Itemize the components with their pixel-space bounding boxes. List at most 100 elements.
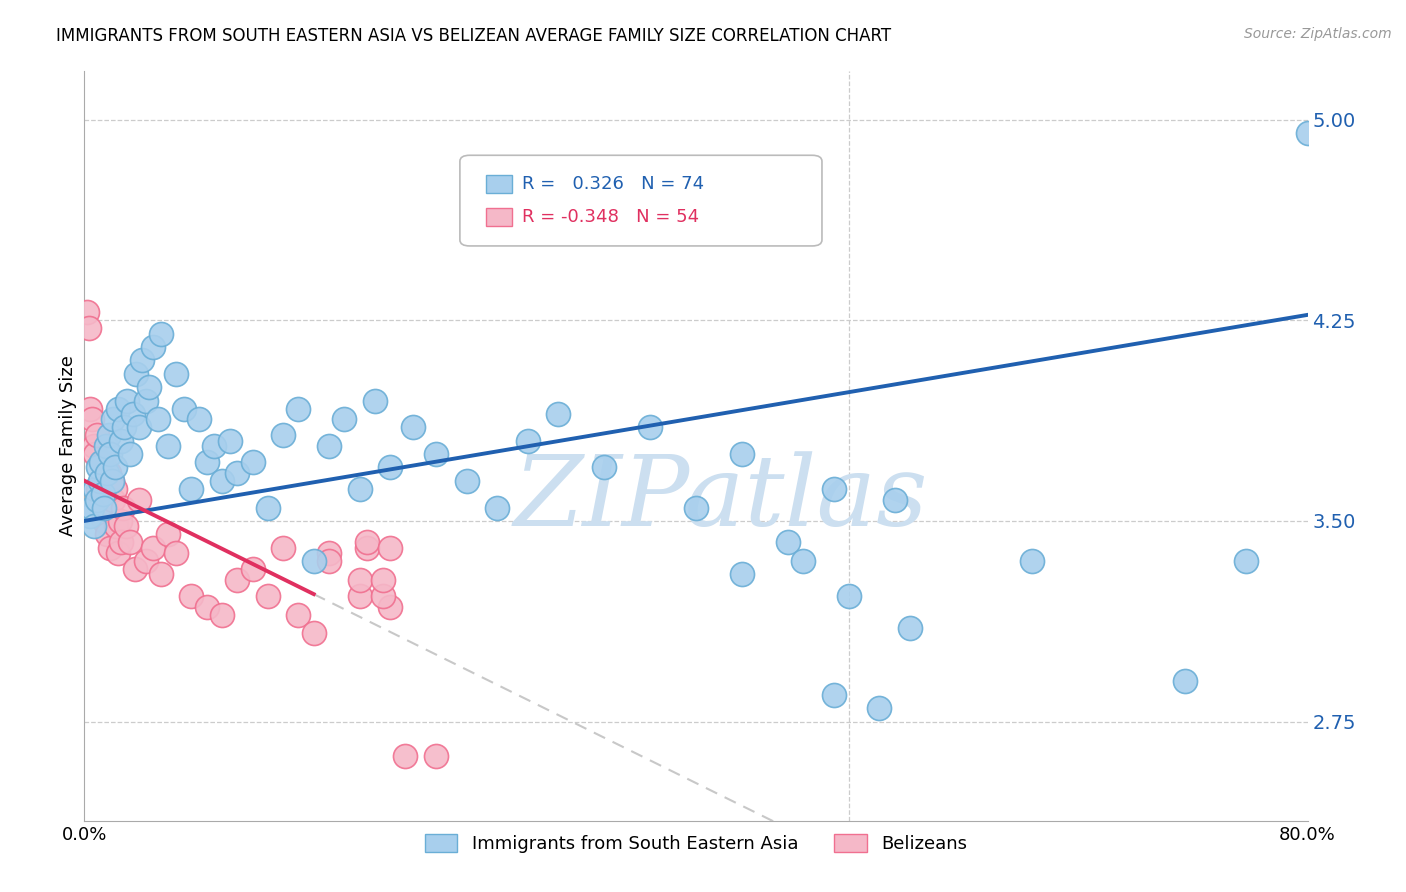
Point	[202, 439, 225, 453]
Point	[188, 412, 211, 426]
Point	[883, 492, 905, 507]
Point	[91, 455, 114, 469]
Point	[318, 439, 340, 453]
Point	[83, 519, 105, 533]
Point	[115, 393, 138, 408]
Point	[124, 562, 146, 576]
Point	[103, 412, 125, 426]
Point	[77, 321, 100, 335]
Point	[1174, 674, 1197, 689]
Point	[242, 562, 264, 576]
Point	[90, 508, 112, 523]
Point	[76, 305, 98, 319]
Point	[146, 412, 169, 426]
Point	[87, 482, 110, 496]
Point	[218, 434, 240, 448]
Point	[173, 401, 195, 416]
Text: R =   0.326   N = 74: R = 0.326 N = 74	[522, 175, 704, 193]
Point	[149, 567, 172, 582]
Point	[97, 428, 120, 442]
Point	[110, 535, 132, 549]
Point	[101, 474, 124, 488]
Point	[80, 412, 103, 426]
Point	[120, 535, 142, 549]
Point	[86, 492, 108, 507]
Point	[96, 527, 118, 541]
Point	[138, 380, 160, 394]
Point	[120, 447, 142, 461]
Point	[195, 455, 218, 469]
Point	[869, 701, 891, 715]
Point	[356, 535, 378, 549]
Point	[1021, 554, 1043, 568]
Point	[425, 749, 447, 764]
Point	[84, 482, 107, 496]
Point	[149, 326, 172, 341]
Point	[371, 573, 394, 587]
Point	[211, 474, 233, 488]
Point	[105, 519, 128, 533]
Point	[731, 447, 754, 461]
Point	[1236, 554, 1258, 568]
Point	[89, 474, 111, 488]
Point	[242, 455, 264, 469]
Point	[271, 541, 294, 555]
Point	[94, 439, 117, 453]
Point	[838, 589, 860, 603]
Point	[96, 466, 118, 480]
Point	[89, 492, 111, 507]
Point	[456, 474, 478, 488]
Point	[112, 420, 135, 434]
Point	[165, 546, 187, 560]
Point	[142, 541, 165, 555]
Text: IMMIGRANTS FROM SOUTH EASTERN ASIA VS BELIZEAN AVERAGE FAMILY SIZE CORRELATION C: IMMIGRANTS FROM SOUTH EASTERN ASIA VS BE…	[56, 27, 891, 45]
Point	[93, 514, 115, 528]
Point	[211, 607, 233, 622]
Point	[195, 599, 218, 614]
FancyBboxPatch shape	[485, 175, 513, 193]
Point	[107, 546, 129, 560]
Point	[114, 519, 136, 533]
Point	[776, 535, 799, 549]
Point	[84, 447, 107, 461]
Legend: Immigrants from South Eastern Asia, Belizeans: Immigrants from South Eastern Asia, Beli…	[418, 827, 974, 860]
Point	[180, 589, 202, 603]
Point	[128, 492, 150, 507]
Point	[98, 447, 121, 461]
Point	[125, 367, 148, 381]
Point	[593, 460, 616, 475]
Point	[142, 340, 165, 354]
Point	[380, 599, 402, 614]
Point	[685, 500, 707, 515]
Point	[356, 541, 378, 555]
Point	[90, 455, 112, 469]
Point	[97, 466, 120, 480]
Point	[898, 621, 921, 635]
Point	[165, 367, 187, 381]
Point	[91, 487, 114, 501]
Point	[226, 573, 249, 587]
Point	[157, 439, 180, 453]
Point	[79, 401, 101, 416]
Point	[287, 401, 309, 416]
Point	[380, 460, 402, 475]
Text: ZIPatlas: ZIPatlas	[513, 450, 928, 546]
Text: Source: ZipAtlas.com: Source: ZipAtlas.com	[1244, 27, 1392, 41]
Text: R = -0.348   N = 54: R = -0.348 N = 54	[522, 209, 699, 227]
Point	[111, 500, 134, 515]
Point	[380, 541, 402, 555]
Point	[371, 589, 394, 603]
Point	[122, 407, 145, 421]
Point	[271, 428, 294, 442]
Point	[135, 554, 157, 568]
Point	[333, 412, 356, 426]
Point	[110, 434, 132, 448]
Point	[180, 482, 202, 496]
Point	[349, 573, 371, 587]
Y-axis label: Average Family Size: Average Family Size	[59, 356, 77, 536]
Point	[287, 607, 309, 622]
Point	[83, 439, 105, 453]
Point	[823, 482, 845, 496]
Point	[86, 428, 108, 442]
Point	[547, 407, 569, 421]
